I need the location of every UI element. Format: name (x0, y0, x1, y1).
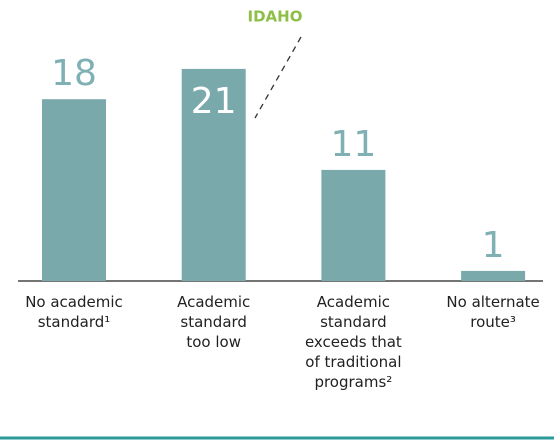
bar (461, 270, 526, 281)
value-label: 18 (51, 53, 97, 94)
value-label: 11 (330, 124, 376, 165)
bar (42, 99, 106, 281)
value-label: 21 (191, 81, 237, 122)
bar (321, 169, 386, 281)
value-label: 1 (482, 225, 505, 266)
category-label: Academic standard exceeds that of tradit… (304, 293, 402, 391)
annotation-line (254, 36, 302, 119)
category-label: No alternate route³ (446, 293, 540, 331)
category-label: Academic standard too low (177, 293, 251, 351)
annotation: IDAHO (248, 8, 303, 26)
category-label: No academic standard¹ (25, 293, 123, 331)
bar (181, 68, 246, 282)
